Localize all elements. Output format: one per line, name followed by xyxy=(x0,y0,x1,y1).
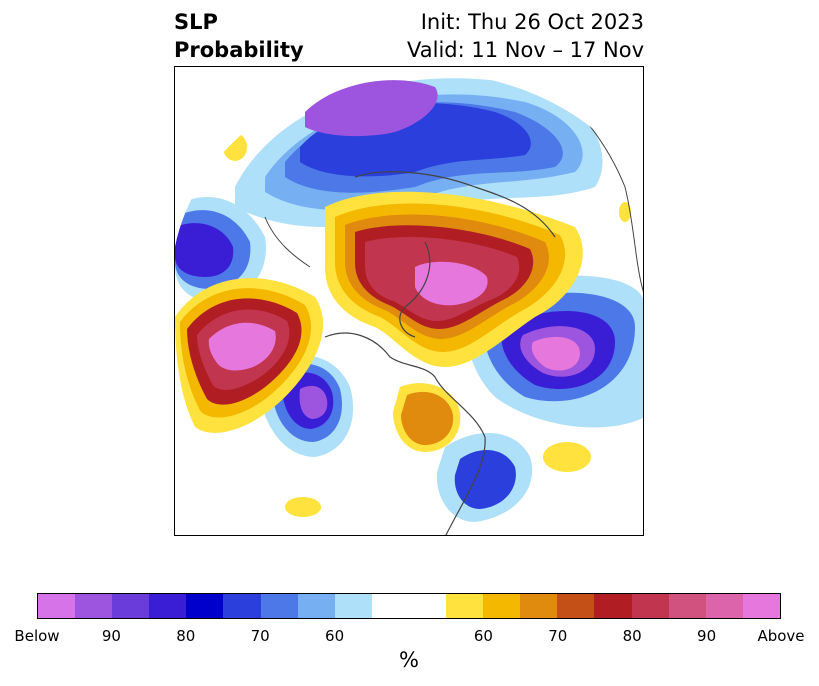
colorbar-segment xyxy=(297,594,335,618)
colorbar-segment xyxy=(631,594,669,618)
colorbar-unit: % xyxy=(399,648,419,672)
colorbar-tick-label: Above xyxy=(757,627,805,645)
above-area-pacific-core xyxy=(208,322,276,371)
coastline-eurasia xyxy=(354,171,556,238)
colorbar-tick-label: 60 xyxy=(325,627,345,645)
coastline-kamchatka xyxy=(264,216,311,268)
title-product: Probability xyxy=(174,38,304,62)
colorbar-tick-label: 90 xyxy=(101,627,121,645)
coastline-north-america xyxy=(324,332,486,535)
colorbar-segment xyxy=(742,594,780,618)
title-variable: SLP xyxy=(174,10,218,34)
colorbar-segment xyxy=(705,594,743,618)
colorbar-segment xyxy=(371,594,447,618)
below-area-wpac-core xyxy=(175,223,234,277)
above-spot-atlantic xyxy=(543,442,591,472)
colorbar-tick-label: 80 xyxy=(622,627,642,645)
colorbar-segment xyxy=(557,594,595,618)
colorbar-tick-label: 70 xyxy=(250,627,270,645)
colorbar-segment xyxy=(75,594,113,618)
colorbar-tick-label: 90 xyxy=(697,627,717,645)
probability-map xyxy=(174,66,644,536)
map-title: SLP Probability xyxy=(174,8,304,64)
colorbar-segment xyxy=(446,594,484,618)
colorbar-segment xyxy=(260,594,298,618)
below-area-epac-core xyxy=(299,385,328,419)
colorbar-tick-label: Below xyxy=(14,627,60,645)
coastline-arctic xyxy=(399,241,431,338)
colorbar-segment xyxy=(149,594,187,618)
above-spot-japan xyxy=(223,133,247,161)
colorbar-tick-label: 60 xyxy=(473,627,493,645)
colorbar-segment xyxy=(668,594,706,618)
probability-field xyxy=(175,71,643,535)
colorbar-segment xyxy=(112,594,150,618)
colorbar-segment xyxy=(520,594,558,618)
below-area-atlantic-core xyxy=(531,336,580,371)
colorbar xyxy=(37,593,781,619)
map-dates: Init: Thu 26 Oct 2023 Valid: 11 Nov – 17… xyxy=(407,8,644,64)
valid-range: Valid: 11 Nov – 17 Nov xyxy=(407,38,644,62)
colorbar-segment xyxy=(38,594,76,618)
above-area-lakes-core xyxy=(401,391,454,445)
colorbar-tick-label: 80 xyxy=(176,627,196,645)
colorbar-segment xyxy=(594,594,632,618)
colorbar-segment xyxy=(186,594,224,618)
colorbar-tick-label: 70 xyxy=(548,627,568,645)
colorbar-segment xyxy=(223,594,261,618)
init-date: Init: Thu 26 Oct 2023 xyxy=(420,10,644,34)
below-area-north-core xyxy=(305,80,438,137)
above-spot-pacific xyxy=(285,497,321,517)
map-canvas xyxy=(175,71,643,535)
colorbar-segment xyxy=(334,594,372,618)
colorbar-segment xyxy=(483,594,521,618)
above-spot-europe xyxy=(619,202,631,222)
above-area-arctic-core xyxy=(415,261,488,306)
below-area-useast-core xyxy=(454,449,516,509)
